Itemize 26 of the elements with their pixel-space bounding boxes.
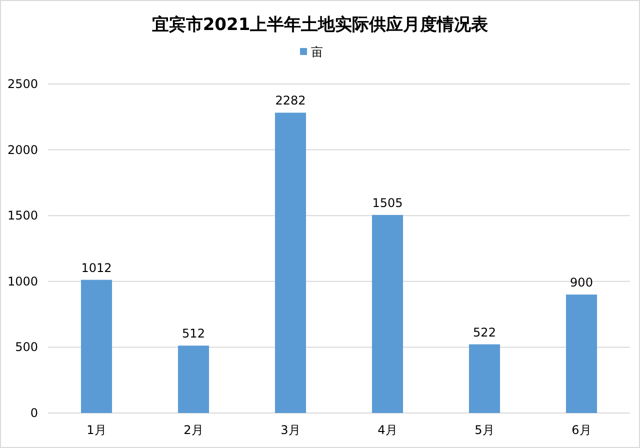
data-label: 900 xyxy=(570,276,593,290)
y-tick-label: 0 xyxy=(30,406,38,420)
bar xyxy=(274,112,306,413)
bar xyxy=(566,294,598,413)
data-label: 1012 xyxy=(81,260,112,275)
x-tick-label: 6月 xyxy=(572,423,592,437)
bar xyxy=(178,346,210,413)
bar xyxy=(468,344,500,413)
data-label: 522 xyxy=(473,325,496,340)
legend-label: 亩 xyxy=(311,45,323,59)
x-tick-label: 1月 xyxy=(86,423,106,437)
x-tick-label: 5月 xyxy=(474,423,494,437)
y-tick-label: 500 xyxy=(15,340,38,354)
y-tick-label: 2000 xyxy=(7,142,38,157)
x-tick-label: 3月 xyxy=(280,423,300,437)
y-tick-label: 1500 xyxy=(7,208,38,223)
chart-title: 宜宾市2021上半年土地实际供应月度情况表 xyxy=(152,15,490,35)
data-label: 1505 xyxy=(372,196,403,210)
data-label: 512 xyxy=(182,326,205,341)
y-tick-label: 2500 xyxy=(7,77,38,91)
y-tick-label: 1000 xyxy=(7,274,38,288)
x-tick-label: 2月 xyxy=(184,423,204,437)
bar xyxy=(372,214,404,413)
data-label: 2282 xyxy=(275,94,306,108)
x-tick-label: 4月 xyxy=(378,423,398,437)
bar xyxy=(80,280,112,413)
